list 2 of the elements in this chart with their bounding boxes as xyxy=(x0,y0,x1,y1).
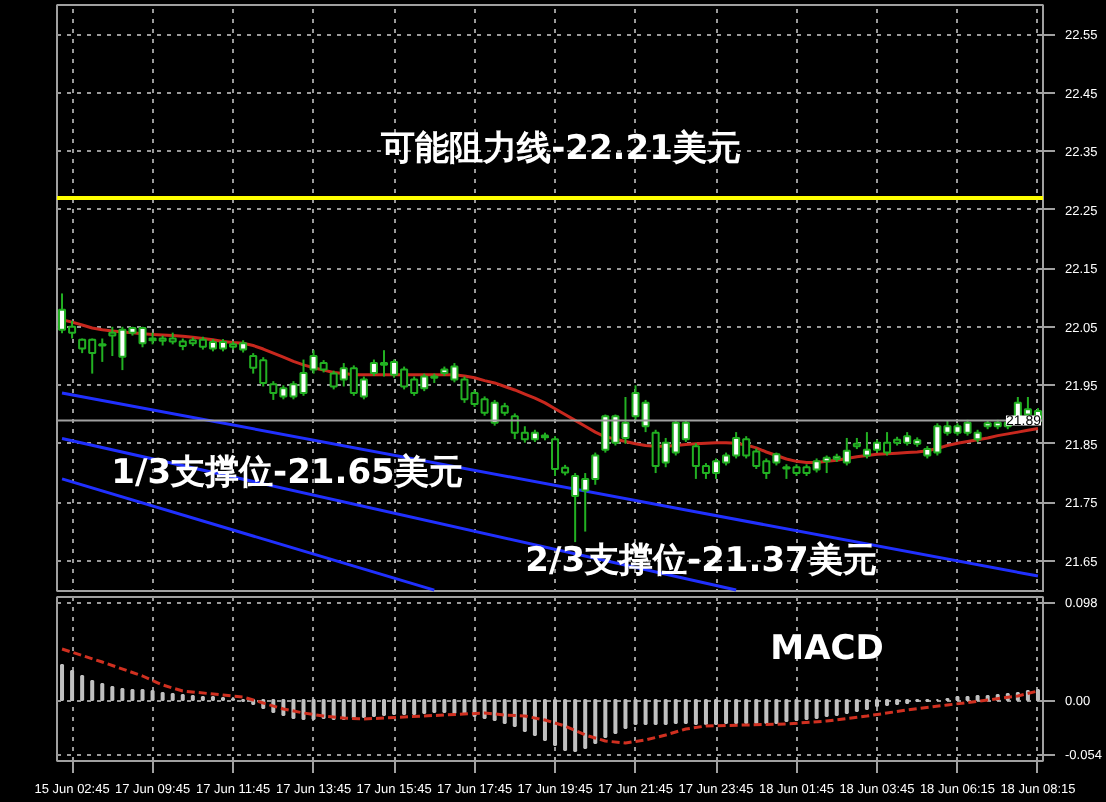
annotation: MACD xyxy=(770,629,884,669)
ref-line-label: 可能阻力线-22.21美元 xyxy=(379,129,741,169)
